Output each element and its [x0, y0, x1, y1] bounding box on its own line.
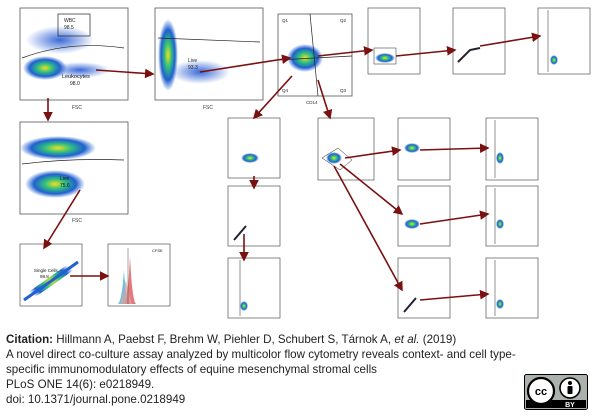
- citation-doi[interactable]: doi: 10.1371/journal.pone.0218949: [6, 393, 186, 406]
- gating-arrows: [43, 32, 542, 301]
- citation-year: (2019): [422, 333, 457, 346]
- plot-panel-3: Q1 Q2 Q3 Q4 CD14: [277, 13, 353, 105]
- citation-etal: et al.: [394, 333, 420, 346]
- panel3-q4: Q4: [282, 88, 289, 93]
- panel1-gate-lower-value: 98.0: [70, 81, 80, 87]
- panel3-xlabel: CD14: [306, 100, 318, 105]
- panel3-q3: Q3: [340, 88, 347, 93]
- panel1-xlabel: FSC: [72, 105, 82, 111]
- plot-panel-15: [397, 185, 451, 247]
- panel5-gate-value: 98.8: [40, 274, 49, 279]
- plot-panel-13: [485, 117, 539, 181]
- plot-panel-2: Live 93.3 FSC: [154, 7, 264, 111]
- panel4-gate-value: 75.6: [60, 183, 70, 189]
- panel1-gate-lower-label: Leukocytes: [62, 74, 90, 80]
- panel2-gate-label: Live: [188, 58, 197, 64]
- plot-panel-7: [367, 7, 421, 75]
- plot-panel-11: [317, 117, 375, 181]
- citation-journal: PLoS ONE 14(6): e0218949.: [6, 378, 155, 391]
- plot-panel-19: [485, 257, 539, 319]
- citation-line: Citation: Hillmann A, Paebst F, Brehm W,…: [6, 333, 456, 347]
- panel3-q2: Q2: [340, 18, 347, 23]
- plot-panel-9: [537, 7, 591, 75]
- plot-panel-1: WBC 98.5 Leukocytes 98.0 FSC: [19, 7, 129, 111]
- plot-panel-18: [397, 257, 451, 319]
- plot-panel-6: CFSE: [107, 243, 171, 307]
- plot-panel-4: Live 75.6 FSC: [19, 121, 129, 224]
- citation-label: Citation:: [6, 333, 54, 346]
- panel6-gate-label: CFSE: [152, 248, 163, 253]
- panel2-xlabel: FSC: [203, 105, 213, 111]
- plot-panel-5: Single Cells 98.8: [19, 243, 83, 307]
- plot-panel-14: [227, 185, 281, 247]
- cc-icon: [526, 376, 556, 406]
- panel4-xlabel: FSC: [72, 218, 82, 224]
- plot-panel-10: [227, 117, 281, 179]
- panel5-gate-label: Single Cells: [34, 268, 59, 273]
- citation-title-line1: A novel direct co-culture assay analyzed…: [6, 348, 516, 361]
- cc-by-license-badge[interactable]: cc BY: [524, 374, 588, 410]
- plot-panel-16: [485, 185, 539, 247]
- plot-panel-8: [452, 7, 506, 75]
- plot-panel-17: [227, 257, 281, 319]
- panel4-gate-label: Live: [60, 176, 69, 182]
- citation-title-line2: specific immunomodulatory effects of equ…: [6, 363, 377, 376]
- panel1-gate-upper-label: WBC: [64, 18, 76, 24]
- cc-text: cc: [535, 386, 547, 398]
- flow-cytometry-gating-figure: WBC 98.5 Leukocytes 98.0 FSC Live 93.3 F…: [19, 7, 591, 319]
- panel2-gate-value: 93.3: [188, 65, 198, 71]
- panel3-q1: Q1: [282, 18, 289, 23]
- by-text: BY: [565, 402, 575, 409]
- panel1-gate-upper-value: 98.5: [64, 25, 74, 31]
- citation-authors: Hillmann A, Paebst F, Brehm W, Piehler D…: [56, 333, 392, 346]
